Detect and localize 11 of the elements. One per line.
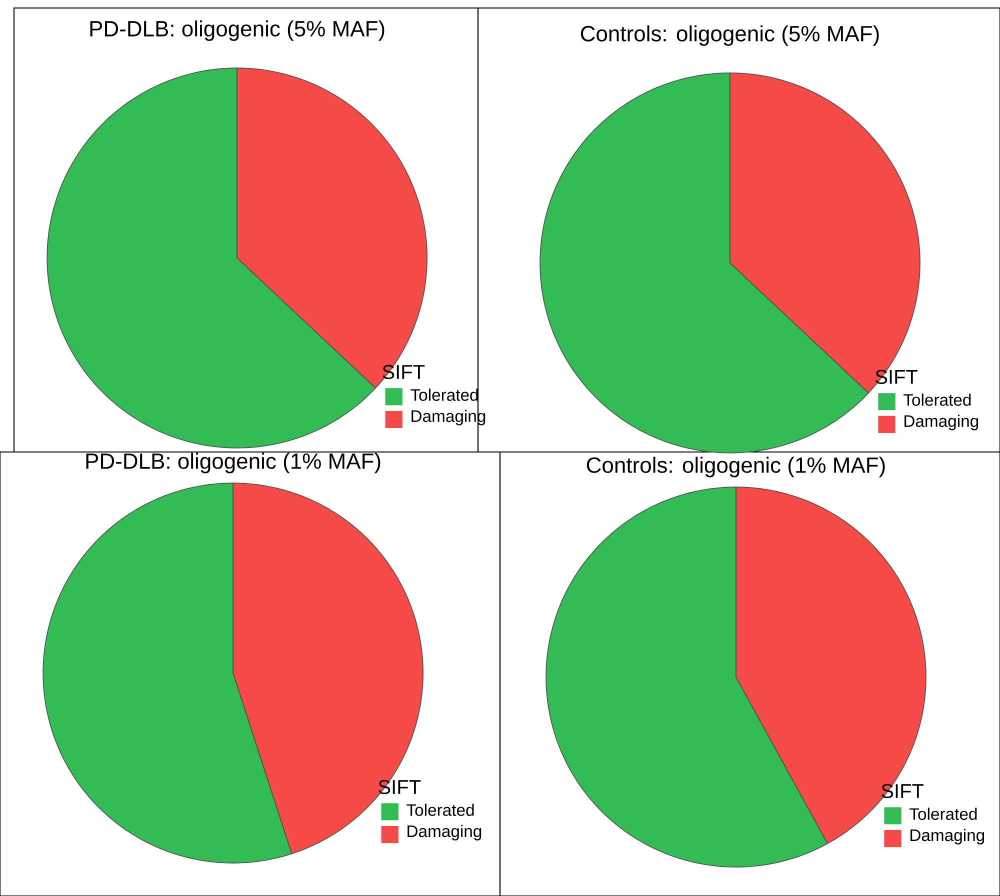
chart-title: Controls: oligogenic (5% MAF) xyxy=(580,25,879,46)
legend-label: Damaging xyxy=(910,828,984,844)
legend-label: Tolerated xyxy=(410,388,478,401)
chart-title: PD-DLB: oligogenic (1% MAF) xyxy=(86,452,380,474)
legend-label: Damaging xyxy=(904,414,978,430)
legend-label: Tolerated xyxy=(904,394,971,406)
chart-title: PD-DLB: oligogenic (5% MAF) xyxy=(90,20,384,41)
chart-title: Controls: oligogenic (1% MAF) xyxy=(586,456,885,478)
legend-label: Damaging xyxy=(408,824,482,840)
legend-label: Tolerated xyxy=(406,804,474,816)
legend-label: Tolerated xyxy=(910,808,977,820)
